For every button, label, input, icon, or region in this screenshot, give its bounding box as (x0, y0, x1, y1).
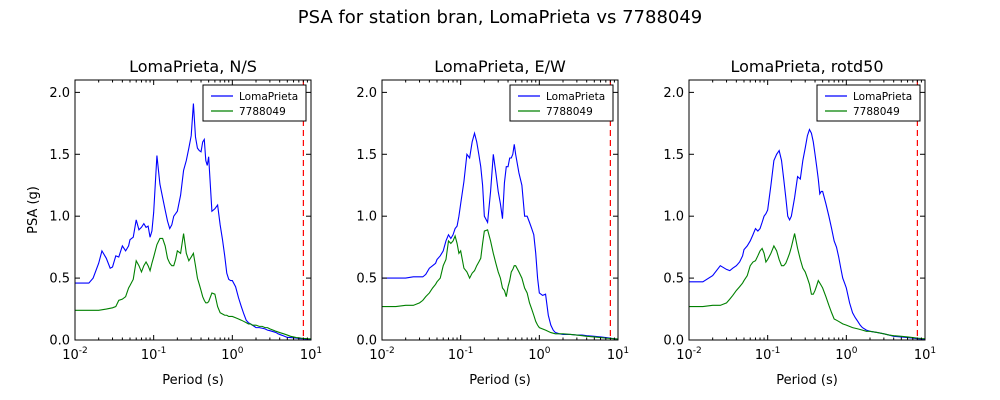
x-tick-label: 100 (221, 346, 244, 363)
x-tick-label: 101 (300, 346, 322, 363)
x-axis-label: Period (s) (776, 373, 838, 388)
y-tick-label: 1.0 (663, 210, 684, 225)
y-tick-label: 1.5 (663, 148, 684, 163)
chart-panel-3: 0.0 0.5 1.0 1.5 2.0 10-2 10-1 100 101 LomaPrieta,… (663, 57, 936, 388)
series-line-2 (382, 229, 618, 340)
legend-box (816, 84, 921, 122)
x-tick-label: 10-2 (369, 346, 395, 363)
y-tick-label: 0.5 (356, 272, 377, 287)
x-tick-label: 10-2 (676, 346, 702, 363)
y-tick-label: 0.0 (356, 334, 377, 349)
axes-frame (381, 79, 619, 341)
x-tick-label: 100 (835, 346, 858, 363)
x-tick-label: 10-2 (62, 346, 88, 363)
axes-frame (688, 79, 926, 341)
series-line-2 (689, 233, 925, 340)
x-tick-label: 100 (528, 346, 551, 363)
y-tick-label: 2.0 (356, 86, 377, 101)
legend-label-1: LomaPrieta (546, 91, 605, 103)
legend: LomaPrieta 7788049 (202, 84, 307, 122)
chart-title: LomaPrieta, rotd50 (730, 57, 883, 76)
x-tick-label: 101 (914, 346, 936, 363)
legend: LomaPrieta 7788049 (816, 84, 921, 122)
y-tick-label: 1.0 (49, 210, 70, 225)
x-tick-label: 10-1 (755, 346, 781, 363)
y-axis-label: PSA (g) (26, 186, 41, 234)
y-tick-label: 0.0 (663, 334, 684, 349)
legend-box (202, 84, 307, 122)
y-tick-label: 1.5 (356, 148, 377, 163)
chart-title: LomaPrieta, N/S (129, 57, 257, 76)
series-line-1 (75, 103, 311, 340)
legend-label-2: 7788049 (853, 106, 900, 118)
x-tick-label: 101 (607, 346, 629, 363)
series-line-2 (75, 233, 311, 340)
legend-label-1: LomaPrieta (239, 91, 298, 103)
y-tick-label: 1.0 (356, 210, 377, 225)
legend-label-2: 7788049 (239, 106, 286, 118)
chart-title: LomaPrieta, E/W (434, 57, 566, 76)
x-tick-label: 10-1 (448, 346, 474, 363)
figure-title: PSA for station bran, LomaPrieta vs 7788… (298, 7, 703, 28)
legend-label-1: LomaPrieta (853, 91, 912, 103)
x-tick-label: 10-1 (141, 346, 167, 363)
y-tick-label: 0.5 (663, 272, 684, 287)
series-line-1 (382, 131, 618, 340)
legend-box (509, 84, 614, 122)
y-tick-label: 1.5 (49, 148, 70, 163)
series-line-1 (689, 128, 925, 340)
legend-label-2: 7788049 (546, 106, 593, 118)
legend: LomaPrieta 7788049 (509, 84, 614, 122)
chart-panel-2: 0.0 0.5 1.0 1.5 2.0 10-2 10-1 100 101 LomaPrieta,… (356, 57, 629, 388)
x-axis-label: Period (s) (469, 373, 531, 388)
y-tick-label: 0.0 (49, 334, 70, 349)
x-axis-label: Period (s) (162, 373, 224, 388)
y-tick-label: 0.5 (49, 272, 70, 287)
y-tick-label: 2.0 (49, 86, 70, 101)
chart-panel-1: 0.0 0.5 1.0 1.5 2.0 10-2 10-1 100 101 LomaPrieta,… (26, 57, 322, 388)
axes-frame (74, 79, 312, 341)
y-tick-label: 2.0 (663, 86, 684, 101)
